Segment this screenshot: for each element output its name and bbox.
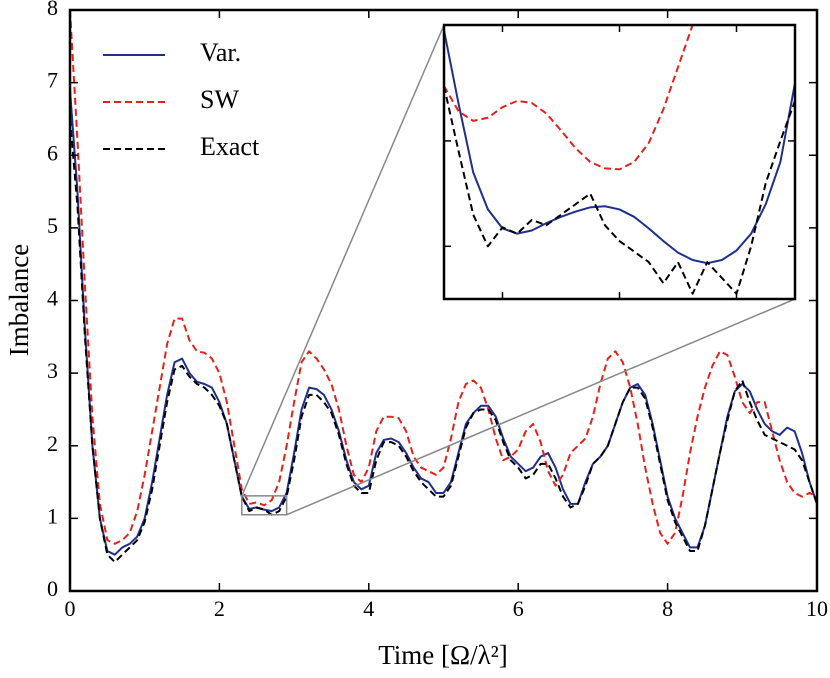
axes-frame [68,8,819,593]
y-tick-label: 0 [47,576,58,601]
x-tick-label: 6 [513,596,524,621]
axes-frame [442,23,797,301]
plot-area [70,10,817,563]
zoom-connector [241,24,445,497]
zoom-connector [286,298,796,516]
legend-label: SW [200,85,239,114]
x-tick-label: 10 [806,596,828,621]
x-tick-label: 0 [65,596,76,621]
y-tick-label: 4 [47,286,58,311]
y-axis-label: Imbalance [4,244,34,356]
legend-label: Exact [200,132,260,161]
series-line [70,118,817,563]
legend-label: Var. [200,38,241,67]
x-tick-label: 2 [214,596,225,621]
zoom-box [241,495,288,516]
x-tick-label: 8 [662,596,673,621]
series-line [70,10,817,545]
y-tick-label: 7 [47,68,58,93]
y-tick-label: 3 [47,358,58,383]
x-axis-label: Time [Ω/λ²] [378,640,508,670]
x-tick-label: 4 [363,596,374,621]
y-tick-label: 5 [47,213,58,238]
y-tick-label: 1 [47,503,58,528]
series-line [444,25,694,171]
y-tick-label: 6 [47,140,58,165]
y-tick-label: 2 [47,431,58,456]
plot-area [444,25,795,299]
inset-background [444,25,795,299]
series-line [70,89,817,556]
y-tick-label: 8 [47,0,58,20]
